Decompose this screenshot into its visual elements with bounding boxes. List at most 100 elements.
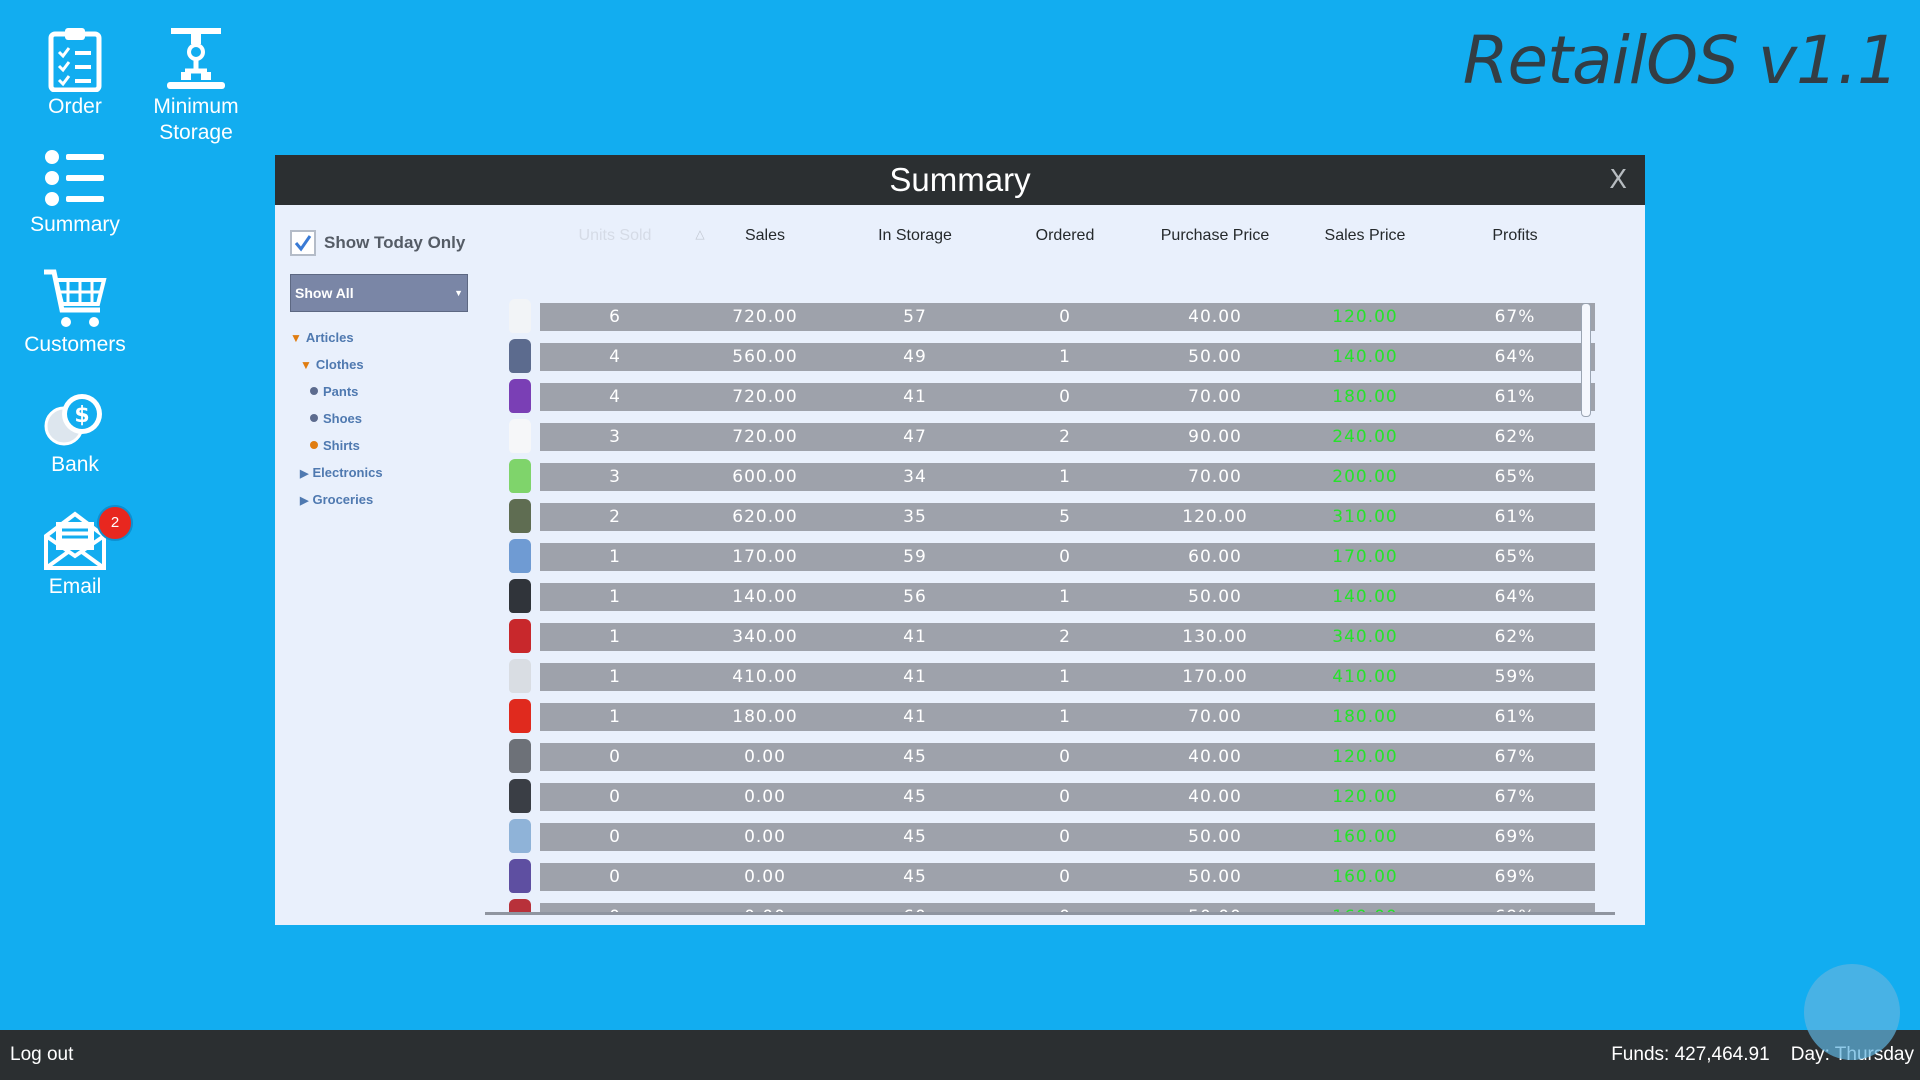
cell-price: 140.00 [1332, 587, 1398, 607]
tree-item-shirts[interactable]: Shirts [290, 432, 470, 459]
cell-profit: 69% [1494, 827, 1536, 847]
row-bar: 0 0.00 45 0 50.00 160.00 69% [540, 863, 1595, 891]
header-purchase-price[interactable]: Purchase Price [1160, 227, 1270, 244]
coins-icon: $ [44, 394, 102, 446]
row-bar: 1 170.00 59 0 60.00 170.00 65% [540, 543, 1595, 571]
cell-price: 310.00 [1332, 507, 1398, 527]
table-row[interactable]: 3 600.00 34 1 70.00 200.00 65% [485, 459, 1595, 493]
product-thumbnail-icon [509, 619, 531, 653]
cell-ordered: 0 [990, 903, 1140, 915]
row-bar: 3 720.00 47 2 90.00 240.00 62% [540, 423, 1595, 451]
cell-profit: 69% [1440, 903, 1590, 915]
table-row[interactable]: 1 170.00 59 0 60.00 170.00 65% [485, 539, 1595, 573]
cell-purchase: 50.00 [1188, 867, 1242, 887]
cell-ordered: 1 [1059, 347, 1071, 367]
desktop-icon-label-line2: Storage [159, 121, 233, 144]
cell-storage: 41 [903, 667, 927, 687]
cell-storage: 45 [903, 827, 927, 847]
cell-ordered: 2 [1059, 427, 1071, 447]
cell-price: 120.00 [1332, 747, 1398, 767]
chevron-down-icon: ▼ [454, 288, 463, 298]
taskbar: Log out Funds: 427,464.91 Day: Thursday [0, 1030, 1920, 1080]
tree-item-electronics[interactable]: ▶ Electronics [290, 459, 470, 486]
table-row[interactable]: 3 720.00 47 2 90.00 240.00 62% [485, 419, 1595, 453]
desktop-icon-bank[interactable]: $ Bank [10, 392, 140, 478]
cell-units: 1 [609, 627, 621, 647]
window-titlebar: Summary X [275, 155, 1645, 205]
cell-storage: 45 [903, 867, 927, 887]
cell-ordered: 1 [1059, 587, 1071, 607]
tree-item-clothes[interactable]: ▼ Clothes [290, 351, 470, 378]
product-thumbnail-icon [509, 739, 531, 773]
show-today-only-checkbox[interactable]: Show Today Only [290, 230, 470, 256]
vertical-scrollbar[interactable] [1581, 303, 1591, 417]
cell-sales: 170.00 [732, 547, 798, 567]
cell-storage: 47 [903, 427, 927, 447]
tree-item-articles[interactable]: ▼ Articles [290, 324, 470, 351]
table-row[interactable]: 0 0.00 45 0 50.00 160.00 69% [485, 819, 1595, 853]
row-bar: 1 180.00 41 1 70.00 180.00 61% [540, 703, 1595, 731]
desktop-icon-minimum-storage[interactable]: Minimum Storage [131, 26, 261, 146]
product-thumbnail-icon [509, 779, 531, 813]
table-row[interactable]: 1 340.00 41 2 130.00 340.00 62% [485, 619, 1595, 653]
cell-purchase: 40.00 [1188, 747, 1242, 767]
summary-window: Summary X Show Today Only Show All ▼ ▼ Ar… [275, 155, 1645, 925]
cell-sales: 0.00 [744, 787, 786, 807]
close-button[interactable]: X [1609, 165, 1627, 195]
window-title: Summary [889, 161, 1031, 198]
product-thumbnail-icon [509, 459, 531, 493]
cell-ordered: 1 [1059, 707, 1071, 727]
cell-price: 120.00 [1332, 787, 1398, 807]
table-row[interactable]: 1 140.00 56 1 50.00 140.00 64% [485, 579, 1595, 613]
table-row[interactable]: 4 720.00 41 0 70.00 180.00 61% [485, 379, 1595, 413]
header-ordered[interactable]: Ordered [1035, 227, 1095, 244]
product-thumbnail-icon [509, 659, 531, 693]
tree-item-groceries[interactable]: ▶ Groceries [290, 486, 470, 513]
cell-units: 3 [609, 467, 621, 487]
table-row[interactable]: 1 180.00 41 1 70.00 180.00 61% [485, 699, 1595, 733]
header-sales[interactable]: Sales [744, 227, 786, 244]
cell-price: 160.00 [1290, 903, 1440, 915]
tree-item-pants[interactable]: Pants [290, 378, 470, 405]
product-thumbnail-icon [509, 579, 531, 613]
cell-ordered: 1 [1059, 467, 1071, 487]
desktop-icon-email[interactable]: Email [10, 510, 140, 600]
header-units-sold[interactable]: Units Sold [578, 227, 652, 244]
table-row[interactable]: 0 0.00 45 0 40.00 120.00 67% [485, 779, 1595, 813]
logout-button[interactable]: Log out [10, 1044, 74, 1065]
cell-profit: 67% [1494, 787, 1536, 807]
checkbox-box[interactable] [290, 230, 316, 256]
tree-label: Articles [305, 330, 354, 345]
cell-units: 0 [540, 903, 690, 915]
tree-label: Clothes [315, 357, 364, 372]
table-row[interactable]: 2 620.00 35 5 120.00 310.00 61% [485, 499, 1595, 533]
cell-profit: 59% [1494, 667, 1536, 687]
desktop-icon-summary[interactable]: Summary [10, 148, 140, 238]
cell-price: 170.00 [1332, 547, 1398, 567]
tree-item-shoes[interactable]: Shoes [290, 405, 470, 432]
cell-price: 180.00 [1332, 707, 1398, 727]
product-thumbnail-icon [509, 899, 531, 915]
expanded-arrow-icon: ▼ [300, 358, 312, 372]
crane-icon [167, 28, 225, 89]
tree-label: Shirts [323, 438, 360, 453]
table-row[interactable]: 6 720.00 57 0 40.00 120.00 67% [485, 299, 1595, 333]
category-dropdown[interactable]: Show All ▼ [290, 274, 468, 312]
header-in-storage[interactable]: In Storage [878, 227, 952, 244]
header-profits[interactable]: Profits [1492, 227, 1538, 244]
table-row[interactable]: 0 0.00 45 0 40.00 120.00 67% [485, 739, 1595, 773]
table-row[interactable]: 1 410.00 41 1 170.00 410.00 59% [485, 659, 1595, 693]
table-row[interactable]: 4 560.00 49 1 50.00 140.00 64% [485, 339, 1595, 373]
expanded-arrow-icon: ▼ [290, 331, 302, 345]
svg-text:$: $ [74, 403, 89, 428]
cell-profit: 61% [1494, 707, 1536, 727]
cell-ordered: 0 [1059, 387, 1071, 407]
desktop-icon-customers[interactable]: Customers [10, 268, 140, 358]
desktop-icon-label: Customers [24, 333, 126, 356]
table-row[interactable]: 0 0.00 45 0 50.00 160.00 69% [485, 859, 1595, 893]
sort-up-icon[interactable]: △ [695, 227, 705, 241]
desktop-icon-order[interactable]: Order [10, 26, 140, 120]
header-sales-price[interactable]: Sales Price [1324, 227, 1406, 244]
row-bar: 4 720.00 41 0 70.00 180.00 61% [540, 383, 1595, 411]
row-bar: 1 340.00 41 2 130.00 340.00 62% [540, 623, 1595, 651]
